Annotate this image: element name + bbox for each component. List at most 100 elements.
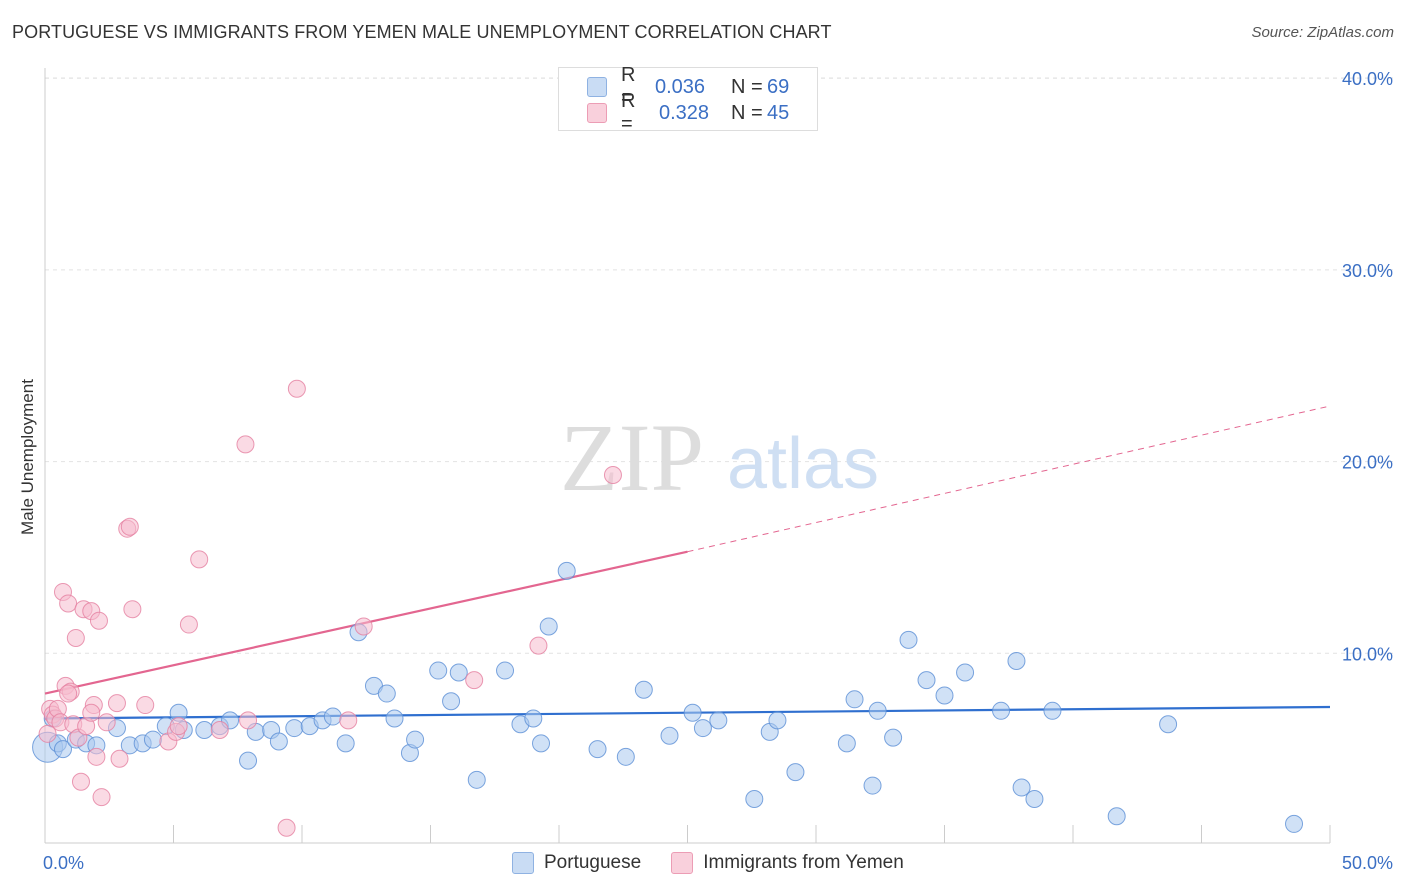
point-portuguese bbox=[935, 686, 954, 705]
watermark: ZIP atlas bbox=[560, 404, 879, 511]
bottom-swatch-pink bbox=[671, 852, 694, 874]
point-yemen bbox=[236, 435, 255, 454]
point-yemen bbox=[277, 818, 296, 837]
point-portuguese bbox=[1285, 814, 1304, 833]
point-portuguese bbox=[1025, 789, 1044, 808]
point-portuguese bbox=[588, 740, 607, 759]
point-portuguese bbox=[992, 701, 1011, 720]
point-portuguese bbox=[239, 751, 258, 770]
point-yemen bbox=[120, 517, 139, 536]
point-portuguese bbox=[768, 711, 787, 730]
point-yemen bbox=[354, 617, 373, 636]
point-yemen bbox=[92, 788, 111, 807]
y-tick-label: 40.0% bbox=[1342, 69, 1393, 89]
legend-n-label: N = bbox=[731, 101, 763, 124]
point-portuguese bbox=[557, 561, 576, 580]
point-portuguese bbox=[323, 707, 342, 726]
point-yemen bbox=[59, 684, 78, 703]
legend-row-yemen: R = 0.328 N = 45 bbox=[587, 90, 790, 135]
point-portuguese bbox=[845, 690, 864, 709]
point-yemen bbox=[210, 720, 229, 739]
point-portuguese bbox=[837, 734, 856, 753]
source-label: Source: ZipAtlas.com bbox=[1251, 24, 1394, 41]
y-tick-label: 10.0% bbox=[1342, 644, 1393, 664]
point-yemen bbox=[339, 711, 358, 730]
point-portuguese bbox=[917, 671, 936, 690]
y-tick-label: 20.0% bbox=[1342, 453, 1393, 473]
x-tick-label: 50.0% bbox=[1342, 853, 1393, 873]
data-points bbox=[32, 88, 1304, 837]
point-portuguese bbox=[524, 709, 543, 728]
bottom-legend: Portuguese Immigrants from Yemen bbox=[512, 852, 934, 874]
point-yemen bbox=[66, 628, 85, 647]
point-portuguese bbox=[532, 734, 551, 753]
point-portuguese bbox=[429, 661, 448, 680]
point-yemen bbox=[97, 713, 116, 732]
point-yemen bbox=[38, 724, 57, 743]
point-portuguese bbox=[956, 663, 975, 682]
point-yemen bbox=[239, 711, 258, 730]
point-portuguese bbox=[377, 684, 396, 703]
point-portuguese bbox=[863, 776, 882, 795]
x-tick-label: 0.0% bbox=[43, 853, 84, 873]
legend-r-label: R = bbox=[621, 64, 636, 109]
point-portuguese bbox=[285, 719, 304, 738]
legend-swatch-blue bbox=[587, 77, 607, 97]
bottom-legend-portuguese: Portuguese bbox=[512, 852, 641, 874]
legend-n-label: N = bbox=[731, 75, 763, 98]
point-yemen bbox=[71, 772, 90, 791]
point-portuguese bbox=[709, 711, 728, 730]
point-portuguese bbox=[884, 728, 903, 747]
point-portuguese bbox=[634, 680, 653, 699]
point-portuguese bbox=[660, 726, 679, 745]
axes bbox=[44, 68, 1331, 844]
legend-r-value: 0.036 bbox=[655, 75, 706, 98]
legend-n-value: 45 bbox=[767, 101, 790, 124]
point-yemen bbox=[89, 611, 108, 630]
point-portuguese bbox=[1159, 715, 1178, 734]
point-yemen bbox=[82, 703, 101, 722]
point-portuguese bbox=[269, 732, 288, 751]
bottom-legend-label: Portuguese bbox=[544, 852, 642, 873]
point-yemen bbox=[107, 694, 126, 713]
point-portuguese bbox=[868, 701, 887, 720]
point-portuguese bbox=[467, 770, 486, 789]
legend-n-value: 69 bbox=[767, 75, 790, 98]
point-portuguese bbox=[1007, 651, 1026, 670]
legend-r-label: R = bbox=[621, 90, 636, 135]
bottom-legend-yemen: Immigrants from Yemen bbox=[671, 852, 904, 874]
point-yemen bbox=[123, 600, 142, 619]
grid-lines bbox=[45, 77, 1395, 654]
bottom-swatch-blue bbox=[512, 852, 534, 874]
point-portuguese bbox=[449, 663, 468, 682]
point-portuguese bbox=[786, 763, 805, 782]
point-portuguese bbox=[616, 747, 635, 766]
legend-swatch-pink bbox=[587, 103, 607, 123]
point-portuguese bbox=[53, 740, 72, 759]
point-yemen bbox=[136, 696, 155, 715]
point-portuguese bbox=[195, 720, 214, 739]
point-portuguese bbox=[406, 730, 425, 749]
tick-labels: 10.0% 20.0% 30.0% 40.0% 0.0% 50.0% bbox=[43, 69, 1393, 873]
point-portuguese bbox=[683, 703, 702, 722]
point-yemen bbox=[529, 636, 548, 655]
watermark-atlas: atlas bbox=[727, 424, 879, 504]
chart-title: PORTUGUESE VS IMMIGRANTS FROM YEMEN MALE… bbox=[12, 22, 832, 42]
point-yemen bbox=[169, 717, 188, 736]
point-portuguese bbox=[442, 692, 461, 711]
point-portuguese bbox=[693, 719, 712, 738]
legend-box: R = 0.036 N = 69 R = 0.328 N = 45 bbox=[558, 64, 818, 135]
point-portuguese bbox=[899, 630, 918, 649]
point-yemen bbox=[190, 550, 209, 569]
point-portuguese bbox=[496, 661, 515, 680]
y-tick-label: 30.0% bbox=[1342, 261, 1393, 281]
legend-row-portuguese: R = 0.036 N = 69 bbox=[587, 64, 790, 109]
point-yemen bbox=[179, 615, 198, 634]
point-portuguese bbox=[1012, 778, 1031, 797]
point-portuguese bbox=[745, 789, 764, 808]
legend-r-value: 0.328 bbox=[659, 101, 710, 124]
bottom-legend-label: Immigrants from Yemen bbox=[703, 852, 904, 873]
point-portuguese bbox=[1107, 807, 1126, 826]
point-portuguese bbox=[336, 734, 355, 753]
